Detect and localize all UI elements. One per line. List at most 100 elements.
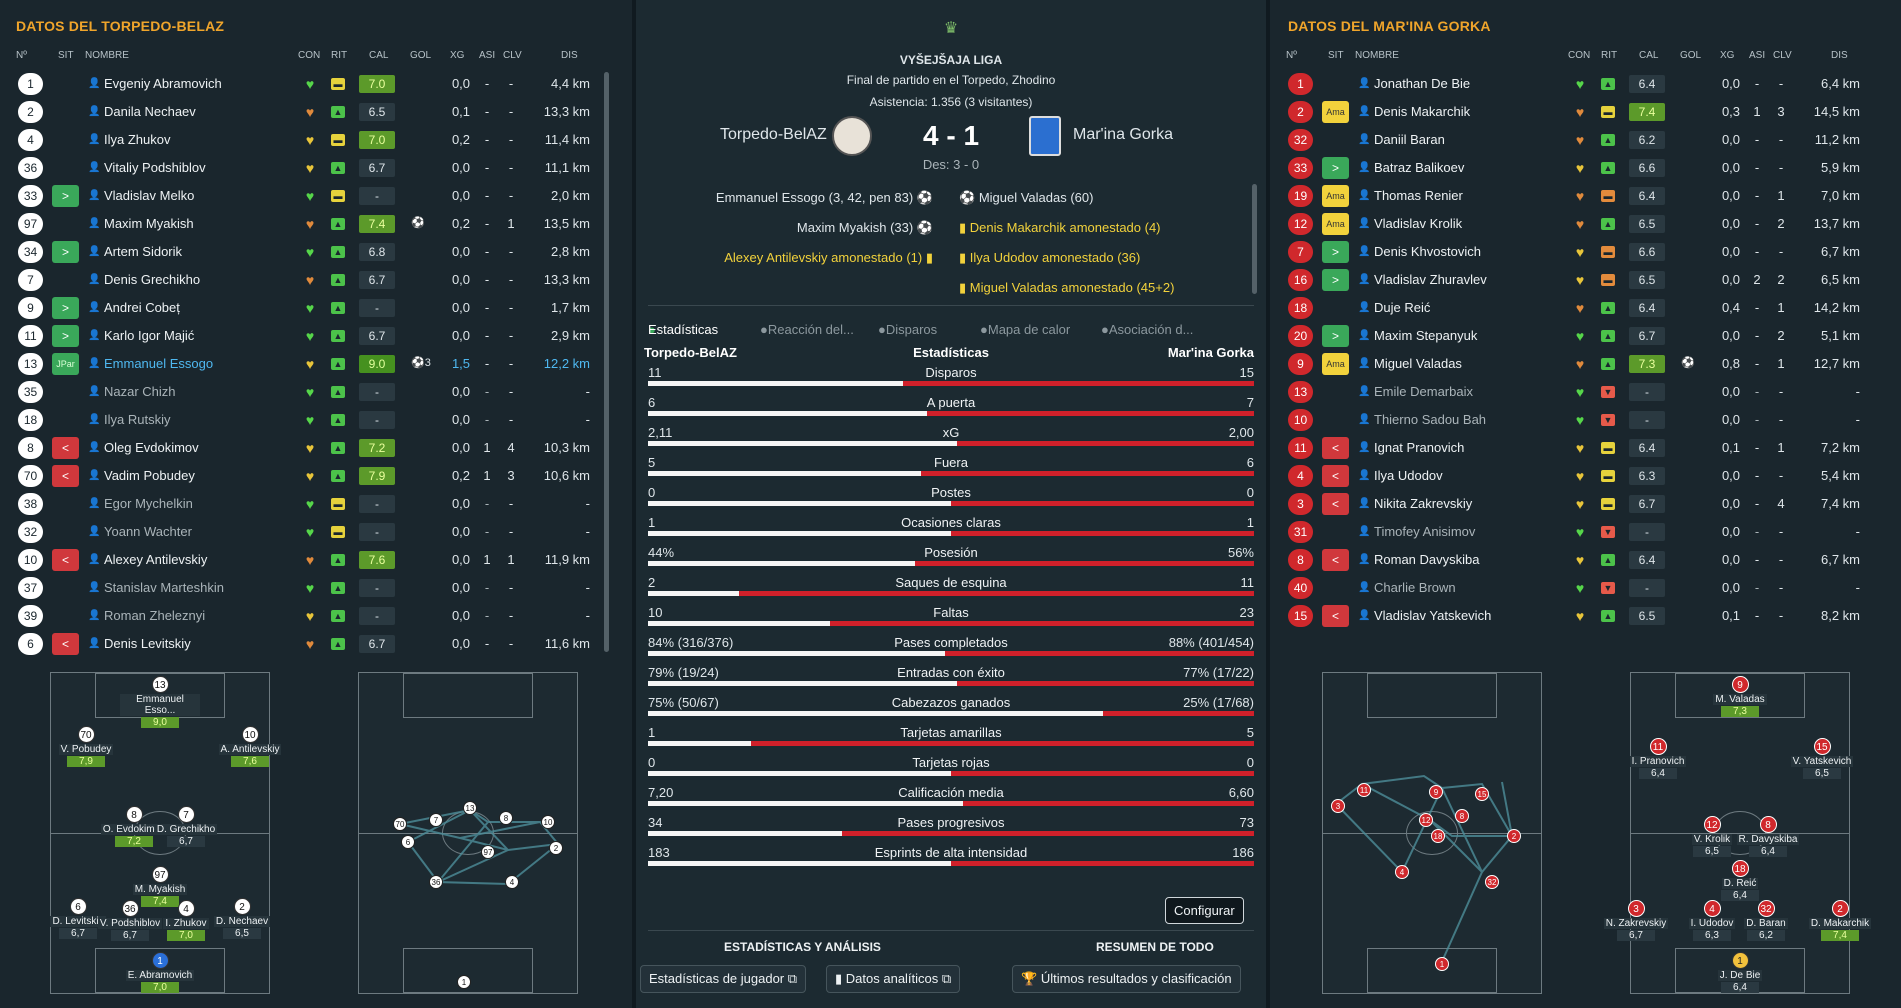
formation-player[interactable]: 97 M. Myakish 7,4 xyxy=(120,866,200,907)
player-name[interactable]: Oleg Evdokimov xyxy=(104,440,199,455)
analytics-button[interactable]: ▮ Datos analíticos ⧉ xyxy=(826,965,961,993)
player-name[interactable]: Nikita Zakrevskiy xyxy=(1374,496,1473,511)
player-name[interactable]: Denis Grechikho xyxy=(104,272,201,287)
table-row[interactable]: 32 👤 Daniil Baran ♥ ▲ 6.2 0,0- -11,2 km xyxy=(1270,126,1880,154)
table-row[interactable]: 2 👤 Danila Nechaev ♥ ▲ 6.5 0,1- -13,3 km xyxy=(0,98,610,126)
tab-disparos[interactable]: ● Disparos xyxy=(878,322,938,337)
tab-reaccion[interactable]: ● Reacción del... xyxy=(760,322,854,337)
formation-player[interactable]: 8 R. Davyskiba 6,4 xyxy=(1728,816,1808,857)
player-name[interactable]: Roman Zheleznyi xyxy=(104,608,206,623)
table-row[interactable]: 1 👤 Jonathan De Bie ♥ ▲ 6.4 0,0- -6,4 km xyxy=(1270,70,1880,98)
formation-player[interactable]: 2 D. Nechaev 6,5 xyxy=(202,898,282,939)
player-name[interactable]: Nazar Chizh xyxy=(104,384,176,399)
table-row[interactable]: 97 👤 Maxim Myakish ♥ ▲ 7.4 ⚽ 0,2- 1 13,5 km xyxy=(0,210,610,238)
player-name[interactable]: Maxim Myakish xyxy=(104,216,194,231)
formation-player[interactable]: 36 V. Podshiblov 6,7 xyxy=(90,900,170,941)
table-row[interactable]: 34 > 👤 Artem Sidorik ♥ ▲ 6.8 0,0- -2,8 km xyxy=(0,238,610,266)
formation-player[interactable]: 6 D. Levitskiy 6,7 xyxy=(38,898,118,939)
table-row[interactable]: 13 JPar 👤 Emmanuel Essogo ♥ ▲ 9.0 ⚽3 1,5- -12,2 k… xyxy=(0,350,610,378)
player-name[interactable]: Yoann Wachter xyxy=(104,524,192,539)
formation-player[interactable]: 2 D. Makarchik 7,4 xyxy=(1800,900,1880,941)
player-name[interactable]: Denis Makarchik xyxy=(1374,104,1471,119)
player-name[interactable]: Thomas Renier xyxy=(1374,188,1463,203)
player-name[interactable]: Stanislav Marteshkin xyxy=(104,580,224,595)
player-name[interactable]: Alexey Antilevskiy xyxy=(104,552,208,567)
formation-player[interactable]: 11 I. Pranovich 6,4 xyxy=(1618,738,1698,779)
table-row[interactable]: 7 👤 Denis Grechikho ♥ ▲ 6.7 0,0- -13,3 km xyxy=(0,266,610,294)
table-row[interactable]: 16 > 👤 Vladislav Zhuravlev ♥ ▬ 6.5 0,0 2 2 6,5 km xyxy=(1270,266,1880,294)
formation-player[interactable]: 7 D. Grechikho 6,7 xyxy=(146,806,226,847)
formation-player[interactable]: 13 Emmanuel Esso... 9,0 xyxy=(120,676,200,728)
tab-mapa-calor[interactable]: ● Mapa de calor xyxy=(980,322,1071,337)
player-name[interactable]: Ilya Zhukov xyxy=(104,132,171,147)
player-name[interactable]: Daniil Baran xyxy=(1374,132,1445,147)
player-name[interactable]: Vladislav Krolik xyxy=(1374,216,1463,231)
table-row[interactable]: 2 Ama 👤 Denis Makarchik ♥ ▬ 7.4 0,3 1 3 14,5 km xyxy=(1270,98,1880,126)
table-row[interactable]: 70 < 👤 Vadim Pobudey ♥ ▲ 7.9 0,2 1 3 10,6 km xyxy=(0,462,610,490)
player-name[interactable]: Egor Mychelkin xyxy=(104,496,193,511)
table-row[interactable]: 37 👤 Stanislav Marteshkin ♥ ▲ -0,0- - - xyxy=(0,574,610,602)
player-name[interactable]: Jonathan De Bie xyxy=(1374,76,1471,91)
player-name[interactable]: Vadim Pobudey xyxy=(104,468,195,483)
player-name[interactable]: Danila Nechaev xyxy=(104,104,196,119)
player-name[interactable]: Timofey Anisimov xyxy=(1374,524,1476,539)
formation-player[interactable]: 32 D. Baran 6,2 xyxy=(1726,900,1806,941)
player-name[interactable]: Vladislav Melko xyxy=(104,188,195,203)
table-row[interactable]: 7 > 👤 Denis Khvostovich ♥ ▬ 6.6 0,0- -6,7 km xyxy=(1270,238,1880,266)
player-name[interactable]: Andrei Cobeț xyxy=(104,300,180,315)
table-row[interactable]: 9 Ama 👤 Miguel Valadas ♥ ▲ 7.3 ⚽ 0,8- 1 12,7 km xyxy=(1270,350,1880,378)
table-row[interactable]: 9 > 👤 Andrei Cobeț ♥ ▲ -0,0- -1,7 km xyxy=(0,294,610,322)
player-name[interactable]: Maxim Stepanyuk xyxy=(1374,328,1478,343)
table-row[interactable]: 8 < 👤 Roman Davyskiba ♥ ▲ 6.4 0,0- -6,7 km xyxy=(1270,546,1880,574)
table-row[interactable]: 19 Ama 👤 Thomas Renier ♥ ▬ 6.4 0,0- 1 7,0 km xyxy=(1270,182,1880,210)
table-row[interactable]: 1 👤 Evgeniy Abramovich ♥ ▬ 7.0 0,0- -4,4 km xyxy=(0,70,610,98)
table-row[interactable]: 6 < 👤 Denis Levitskiy ♥ ▲ 6.7 0,0- -11,6 km xyxy=(0,630,610,658)
formation-player[interactable]: 4 I. Udodov 6,3 xyxy=(1672,900,1752,941)
table-row[interactable]: 33 > 👤 Vladislav Melko ♥ ▬ -0,0- -2,0 km xyxy=(0,182,610,210)
table-row[interactable]: 8 < 👤 Oleg Evdokimov ♥ ▲ 7.2 0,0 1 4 10,3 km xyxy=(0,434,610,462)
player-name[interactable]: Duje Reić xyxy=(1374,300,1431,315)
formation-player[interactable]: 3 N. Zakrevskiy 6,7 xyxy=(1596,900,1676,941)
configurar-button[interactable]: Configurar xyxy=(1165,897,1244,924)
table-row[interactable]: 3 < 👤 Nikita Zakrevskiy ♥ ▬ 6.7 0,0- 4 7,4 km xyxy=(1270,490,1880,518)
table-row[interactable]: 13 👤 Emile Demarbaix ♥ ▼ -0,0- - - xyxy=(1270,378,1880,406)
formation-player[interactable]: 70 V. Pobudey 7,9 xyxy=(46,726,126,767)
player-name[interactable]: Denis Khvostovich xyxy=(1374,244,1481,259)
player-name[interactable]: Vitaliy Podshiblov xyxy=(104,160,206,175)
away-team-name[interactable]: Mar'ina Gorka xyxy=(1073,126,1173,143)
player-name[interactable]: Charlie Brown xyxy=(1374,580,1456,595)
player-name[interactable]: Karlo Igor Majić xyxy=(104,328,195,343)
table-row[interactable]: 18 👤 Duje Reić ♥ ▲ 6.4 0,4- 1 14,2 km xyxy=(1270,294,1880,322)
results-standings-button[interactable]: 🏆 Últimos resultados y clasificación xyxy=(1012,965,1241,993)
table-row[interactable]: 10 < 👤 Alexey Antilevskiy ♥ ▲ 7.6 0,0 1 1 11,9 km xyxy=(0,546,610,574)
player-name[interactable]: Roman Davyskiba xyxy=(1374,552,1480,567)
table-row[interactable]: 36 👤 Vitaliy Podshiblov ♥ ▲ 6.7 0,0- -11,1 km xyxy=(0,154,610,182)
player-name[interactable]: Evgeniy Abramovich xyxy=(104,76,222,91)
table-row[interactable]: 32 👤 Yoann Wachter ♥ ▬ -0,0- - - xyxy=(0,518,610,546)
table-row[interactable]: 4 👤 Ilya Zhukov ♥ ▬ 7.0 0,2- -11,4 km xyxy=(0,126,610,154)
formation-player[interactable]: 15 V. Yatskevich 6,5 xyxy=(1782,738,1862,779)
table-row[interactable]: 40 👤 Charlie Brown ♥ ▼ -0,0- - - xyxy=(1270,574,1880,602)
table-row[interactable]: 11 > 👤 Karlo Igor Majić ♥ ▲ 6.7 0,0- -2,9 km xyxy=(0,322,610,350)
table-row[interactable]: 31 👤 Timofey Anisimov ♥ ▼ -0,0- - - xyxy=(1270,518,1880,546)
table-row[interactable]: 20 > 👤 Maxim Stepanyuk ♥ ▲ 6.7 0,0- 2 5,1 km xyxy=(1270,322,1880,350)
player-name[interactable]: Ilya Rutskiy xyxy=(104,412,171,427)
player-name[interactable]: Denis Levitskiy xyxy=(104,636,191,651)
formation-player[interactable]: 4 I. Zhukov 7,0 xyxy=(146,900,226,941)
events-scrollbar[interactable] xyxy=(1252,184,1257,294)
player-name[interactable]: Vladislav Yatskevich xyxy=(1374,608,1492,623)
table-row[interactable]: 11 < 👤 Ignat Pranovich ♥ ▬ 6.4 0,1- 1 7,2 km xyxy=(1270,434,1880,462)
player-name[interactable]: Ignat Pranovich xyxy=(1374,440,1465,455)
formation-player[interactable]: 9 M. Valadas 7,3 xyxy=(1700,676,1780,717)
table-row[interactable]: 35 👤 Nazar Chizh ♥ ▲ -0,0- - - xyxy=(0,378,610,406)
player-name[interactable]: Thierno Sadou Bah xyxy=(1374,412,1487,427)
formation-player[interactable]: 1 J. De Bie 6,4 xyxy=(1700,952,1780,993)
table-row[interactable]: 33 > 👤 Batraz Balikoev ♥ ▲ 6.6 0,0- -5,9 km xyxy=(1270,154,1880,182)
home-team-name[interactable]: Torpedo-BelAZ xyxy=(720,126,827,143)
formation-player[interactable]: 12 V. Krolik 6,5 xyxy=(1672,816,1752,857)
table-row[interactable]: 4 < 👤 Ilya Udodov ♥ ▬ 6.3 0,0- -5,4 km xyxy=(1270,462,1880,490)
table-row[interactable]: 10 👤 Thierno Sadou Bah ♥ ▼ -0,0- - - xyxy=(1270,406,1880,434)
formation-player[interactable]: 10 A. Antilevskiy 7,6 xyxy=(210,726,290,767)
player-name[interactable]: Emile Demarbaix xyxy=(1374,384,1473,399)
player-name[interactable]: Miguel Valadas xyxy=(1374,356,1462,371)
